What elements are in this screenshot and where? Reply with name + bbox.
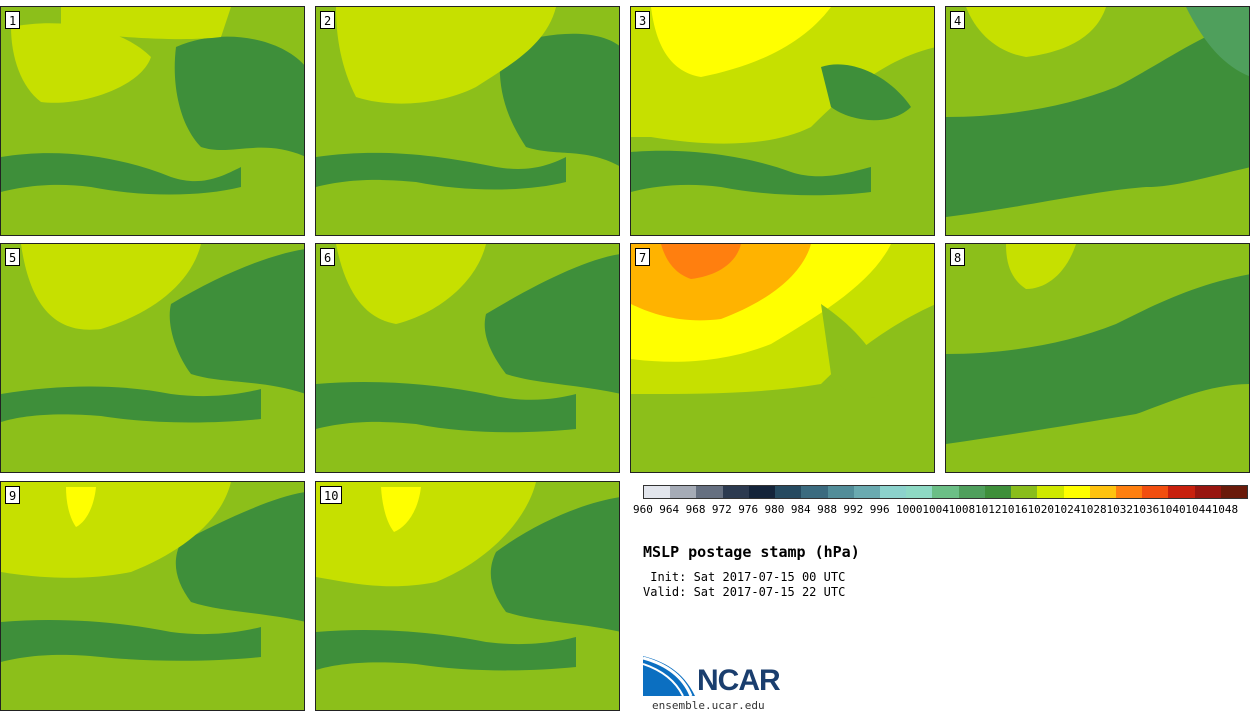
colorbar-tick-label: 1036 <box>1132 503 1160 516</box>
panel-number: 7 <box>635 248 651 266</box>
map-panel-8: 8 <box>945 243 1250 473</box>
colorbar-swatch <box>696 486 723 498</box>
colorbar-swatch <box>644 486 671 498</box>
map-field <box>316 482 619 710</box>
colorbar-swatch <box>1063 486 1090 498</box>
colorbar-tick-label: 1024 <box>1053 503 1081 516</box>
ncar-logo-icon <box>643 656 695 696</box>
map-panel-4: 4 <box>945 6 1250 236</box>
map-panel-7: 7 <box>630 243 935 473</box>
map-field <box>1 244 304 472</box>
colorbar-swatch <box>1089 486 1116 498</box>
colorbar-swatch <box>906 486 933 498</box>
colorbar-tick-label: 984 <box>790 503 811 516</box>
init-time: Init: Sat 2017-07-15 00 UTC <box>643 570 846 584</box>
map-panel-10: 10 <box>315 481 620 711</box>
colorbar-swatch <box>748 486 776 498</box>
colorbar-tick-label: 976 <box>738 503 759 516</box>
colorbar-tick-label: 1020 <box>1027 503 1055 516</box>
panel-number: 10 <box>320 486 343 504</box>
map-field <box>631 7 934 235</box>
map-panel-5: 5 <box>0 243 305 473</box>
colorbar-swatch <box>1220 486 1248 498</box>
panel-number: 1 <box>5 11 21 29</box>
valid-time: Valid: Sat 2017-07-15 22 UTC <box>643 585 846 599</box>
map-field <box>946 7 1249 235</box>
colorbar-tick-label: 992 <box>843 503 864 516</box>
colorbar-tick-label: 1040 <box>1159 503 1186 516</box>
map-panel-2: 2 <box>315 6 620 236</box>
colorbar-tick-label: 1004 <box>922 503 949 516</box>
map-panel-3: 3 <box>630 6 935 236</box>
colorbar-tick-label: 996 <box>869 503 890 516</box>
colorbar-tick-label: 1048 <box>1211 503 1239 516</box>
colorbar-swatch <box>958 486 985 498</box>
map-field <box>631 244 934 472</box>
map-panel-1: 1 <box>0 6 305 236</box>
colorbar-swatch <box>1115 486 1143 498</box>
colorbar-tick-label: 1028 <box>1080 503 1107 516</box>
colorbar-tick-label: 1000 <box>896 503 923 516</box>
map-field <box>1 482 304 710</box>
plot-title: MSLP postage stamp (hPa) <box>643 543 860 561</box>
colorbar-swatch <box>853 486 880 498</box>
colorbar-swatch <box>1011 486 1038 498</box>
colorbar-swatch <box>1037 486 1064 498</box>
panel-number: 4 <box>950 11 966 29</box>
colorbar-swatch <box>932 486 959 498</box>
colorbar-swatch <box>1194 486 1221 498</box>
panel-number: 8 <box>950 248 966 266</box>
map-panel-9: 9 <box>0 481 305 711</box>
colorbar <box>643 485 1248 499</box>
map-field <box>946 244 1249 472</box>
map-field <box>316 7 619 235</box>
panel-number: 2 <box>320 11 336 29</box>
colorbar-tick-label: 988 <box>817 503 837 516</box>
colorbar-tick-label: 964 <box>659 503 680 516</box>
colorbar-swatch <box>722 486 749 498</box>
colorbar-swatch <box>775 486 802 498</box>
logo-text: NCAR <box>697 664 781 697</box>
panel-number: 9 <box>5 486 21 504</box>
colorbar-tick-label: 968 <box>685 503 706 516</box>
panel-number: 3 <box>635 11 651 29</box>
colorbar-tick-label: 1032 <box>1106 503 1133 516</box>
colorbar-tick-label: 1012 <box>974 503 1002 516</box>
colorbar-tick-label: 972 <box>711 503 732 516</box>
colorbar-swatch <box>801 486 828 498</box>
map-panel-6: 6 <box>315 243 620 473</box>
colorbar-swatch <box>827 486 854 498</box>
colorbar-tick-label: 980 <box>764 503 785 516</box>
colorbar-tick-label: 960 <box>633 503 653 516</box>
colorbar-ticks: 960 964 968 972 976 980 984 988 992 996 1000 1004 10… <box>633 503 1253 517</box>
map-field <box>316 244 619 472</box>
colorbar-tick-label: 1044 <box>1185 503 1212 516</box>
site-url: ensemble.ucar.edu <box>652 699 765 712</box>
map-field <box>1 7 304 235</box>
colorbar-tick-label: 1016 <box>1001 503 1028 516</box>
panel-number: 6 <box>320 248 336 266</box>
colorbar-tick-label: 1008 <box>948 503 976 516</box>
colorbar-swatch <box>984 486 1012 498</box>
colorbar-swatch <box>1168 486 1195 498</box>
colorbar-swatch <box>670 486 697 498</box>
panel-number: 5 <box>5 248 21 266</box>
colorbar-swatch <box>879 486 907 498</box>
colorbar-swatch <box>1142 486 1169 498</box>
